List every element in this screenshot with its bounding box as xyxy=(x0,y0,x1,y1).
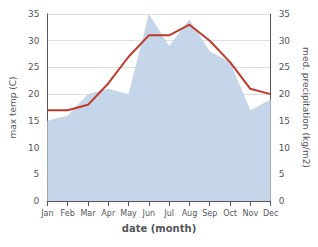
svg-text:10: 10 xyxy=(28,143,40,153)
svg-text:Jan: Jan xyxy=(40,209,53,218)
svg-text:25: 25 xyxy=(28,62,39,72)
svg-text:30: 30 xyxy=(28,36,40,46)
svg-text:med. precipitation (kg/m2): med. precipitation (kg/m2) xyxy=(301,47,311,168)
svg-text:Sep: Sep xyxy=(202,209,217,218)
svg-text:10: 10 xyxy=(279,143,291,153)
svg-text:max temp (C): max temp (C) xyxy=(8,76,18,138)
svg-text:30: 30 xyxy=(279,36,291,46)
svg-text:0: 0 xyxy=(279,196,285,206)
svg-text:0: 0 xyxy=(34,196,40,206)
svg-text:Jul: Jul xyxy=(163,209,174,218)
svg-text:Nov: Nov xyxy=(243,209,259,218)
svg-text:Aug: Aug xyxy=(182,209,198,218)
svg-text:Apr: Apr xyxy=(101,209,116,218)
svg-text:20: 20 xyxy=(279,89,291,99)
svg-text:5: 5 xyxy=(34,169,40,179)
svg-text:20: 20 xyxy=(28,89,40,99)
svg-text:25: 25 xyxy=(279,62,290,72)
svg-text:Oct: Oct xyxy=(223,209,237,218)
svg-text:Jun: Jun xyxy=(142,209,156,218)
svg-text:May: May xyxy=(120,209,137,218)
svg-text:15: 15 xyxy=(28,116,39,126)
svg-text:5: 5 xyxy=(279,169,285,179)
svg-text:Dec: Dec xyxy=(263,209,278,218)
svg-text:Mar: Mar xyxy=(80,209,96,218)
svg-text:35: 35 xyxy=(279,9,290,19)
svg-text:Feb: Feb xyxy=(61,209,75,218)
svg-text:15: 15 xyxy=(279,116,290,126)
svg-text:date (month): date (month) xyxy=(122,223,196,234)
svg-text:35: 35 xyxy=(28,9,39,19)
